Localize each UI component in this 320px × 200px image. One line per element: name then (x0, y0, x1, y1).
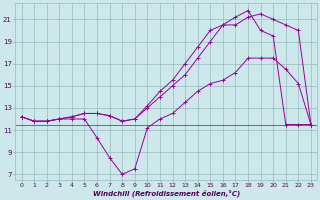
X-axis label: Windchill (Refroidissement éolien,°C): Windchill (Refroidissement éolien,°C) (92, 190, 240, 197)
